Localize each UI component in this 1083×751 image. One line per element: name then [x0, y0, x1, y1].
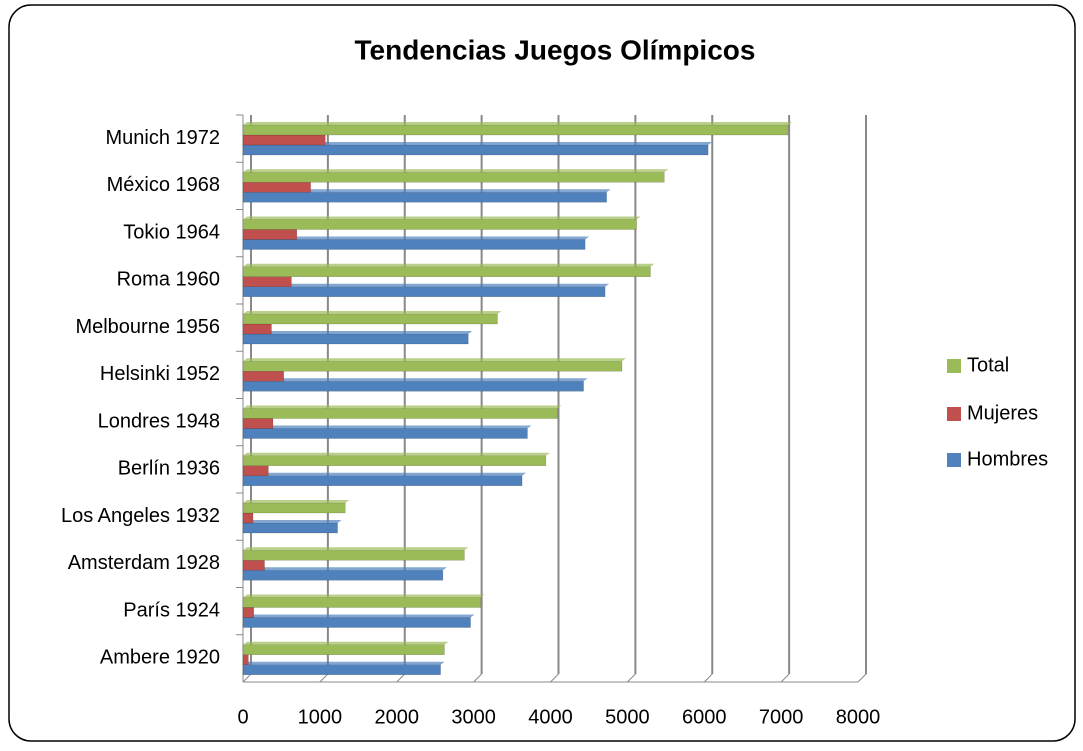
- bar-top: [243, 405, 562, 409]
- y-tick-label: México 1968: [107, 174, 220, 196]
- bar: [242, 361, 623, 372]
- bar: [242, 465, 269, 476]
- bar: [242, 512, 254, 524]
- legend-swatch: [947, 453, 961, 467]
- grid-floor: [473, 673, 482, 683]
- grid-floor: [703, 673, 713, 683]
- bar: [242, 182, 311, 193]
- bar: [242, 597, 481, 608]
- bar-top: [243, 614, 475, 618]
- y-tick-label: Melbourne 1956: [75, 316, 220, 338]
- bar: [242, 475, 523, 486]
- y-tick-label: Londres 1948: [98, 410, 220, 432]
- bar: [242, 408, 558, 419]
- bar-top: [243, 547, 469, 551]
- x-tick-label: 8000: [836, 706, 881, 728]
- bar-top: [243, 358, 626, 362]
- bar-top: [243, 236, 590, 240]
- bar: [242, 192, 607, 203]
- bar-top: [243, 216, 641, 220]
- bar-top: [243, 283, 610, 287]
- bar: [242, 172, 665, 183]
- bar-top: [243, 189, 611, 193]
- bar-top: [243, 567, 447, 571]
- grid-floor: [396, 673, 406, 683]
- legend-label: Total: [967, 354, 1009, 376]
- bar: [242, 428, 528, 439]
- y-tick-label: Munich 1972: [105, 127, 220, 149]
- bar: [242, 333, 469, 345]
- grid-floor: [319, 673, 329, 683]
- y-tick-label: Ambere 1920: [100, 647, 220, 669]
- grid-floor: [780, 673, 790, 683]
- bar: [242, 570, 444, 581]
- bar: [242, 560, 265, 571]
- bar: [242, 607, 255, 618]
- x-tick-label: 7000: [759, 706, 804, 728]
- bar: [242, 219, 637, 230]
- grid-floor: [550, 673, 559, 683]
- bar-top: [243, 641, 449, 645]
- bar-top: [243, 311, 502, 314]
- bar-top: [243, 520, 342, 523]
- grid-floor: [627, 673, 636, 683]
- legend-swatch: [947, 407, 961, 421]
- bar-top: [243, 378, 588, 382]
- bar: [242, 266, 651, 277]
- x-tick-label: 0: [237, 706, 248, 728]
- legend-swatch: [947, 359, 961, 373]
- bar: [242, 286, 606, 297]
- bar: [242, 124, 789, 136]
- bar: [242, 371, 284, 382]
- y-tick-label: Tokio 1964: [123, 221, 220, 243]
- bar: [242, 418, 274, 429]
- bar: [242, 323, 272, 335]
- bar-top: [243, 122, 793, 125]
- bar: [242, 381, 584, 392]
- bar-top: [243, 500, 350, 503]
- y-tick-label: Roma 1960: [117, 269, 220, 291]
- bar: [242, 644, 445, 655]
- bar-top: [243, 263, 655, 267]
- bar: [242, 455, 547, 466]
- bar-top: [243, 142, 713, 145]
- x-tick-label: 5000: [605, 706, 650, 728]
- y-tick-label: Los Angeles 1932: [61, 505, 220, 527]
- bar: [242, 522, 338, 534]
- y-tick-label: Berlín 1936: [118, 458, 220, 480]
- grid-floor: [242, 673, 252, 683]
- bar: [242, 550, 465, 561]
- legend-label: Hombres: [967, 448, 1048, 470]
- y-tick-label: Helsinki 1952: [100, 363, 220, 385]
- grid-floor: [857, 673, 867, 683]
- bar-top: [243, 331, 473, 334]
- bar: [242, 654, 249, 665]
- bar: [242, 134, 326, 146]
- x-tick-label: 2000: [375, 706, 420, 728]
- bar: [242, 664, 441, 675]
- x-tick-label: 1000: [298, 706, 343, 728]
- x-tick-label: 6000: [682, 706, 727, 728]
- bar: [242, 239, 586, 250]
- x-tick-label: 4000: [528, 706, 573, 728]
- bar: [242, 276, 292, 287]
- bar: [242, 144, 709, 156]
- legend-label: Mujeres: [967, 402, 1038, 424]
- bar-top: [243, 472, 527, 476]
- bar: [242, 502, 346, 514]
- bar-top: [243, 594, 485, 598]
- bar-top: [243, 452, 550, 456]
- bar: [242, 313, 498, 325]
- chart-title: Tendencias Juegos Olímpicos: [355, 34, 756, 65]
- y-tick-label: París 1924: [123, 599, 220, 621]
- bar: [242, 617, 471, 628]
- bar-top: [243, 169, 669, 173]
- bar-top: [243, 661, 445, 665]
- x-tick-label: 3000: [451, 706, 496, 728]
- bar: [242, 229, 298, 240]
- bar-top: [243, 425, 532, 429]
- y-tick-label: Amsterdam 1928: [68, 552, 220, 574]
